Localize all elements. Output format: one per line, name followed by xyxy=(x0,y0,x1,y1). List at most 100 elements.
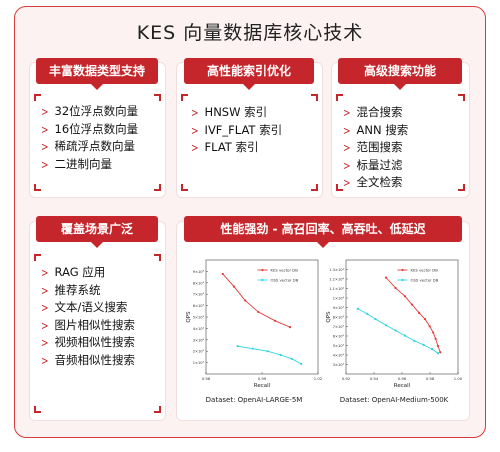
chevron-right-icon: > xyxy=(41,267,49,281)
chevron-right-icon: > xyxy=(191,124,199,138)
list-item-label: 全文检索 xyxy=(356,175,403,189)
legend-marker xyxy=(261,268,264,272)
list-item: > 文本/语义搜索 xyxy=(41,299,135,317)
legend-label: KES vector DB xyxy=(271,268,299,273)
chevron-right-icon: > xyxy=(41,302,49,316)
list-item: > 全文检索 xyxy=(343,174,408,192)
chart-right: 3×10³ 4×10³ 5×10³ 6×10³ 7×10³ 8×10³ 9×10³ 1×10⁴… xyxy=(324,252,464,412)
legend-label: OSS vector DB xyxy=(411,278,439,283)
data-point xyxy=(374,317,377,321)
y-tick-label: 6×10³ xyxy=(333,335,345,339)
data-point xyxy=(432,331,435,334)
list-item-label: 视频相似性搜索 xyxy=(54,335,136,349)
data-point xyxy=(428,325,431,328)
data-point xyxy=(413,339,416,342)
data-point xyxy=(273,319,277,322)
chevron-right-icon: > xyxy=(343,177,351,191)
y-tick-label: 1.2×10⁴ xyxy=(329,278,344,282)
x-axis-label: Recall xyxy=(254,383,271,389)
y-tick-label: 8×10³ xyxy=(333,316,345,320)
list-item-label: RAG 应用 xyxy=(54,265,106,279)
legend-marker xyxy=(261,278,264,282)
y-tick-label: 9×10³ xyxy=(193,270,205,274)
list-data-types: >32位浮点数向量 >16位浮点数向量 > 稀疏浮点数向量 > 二进制向量 xyxy=(41,103,138,173)
chevron-right-icon: > xyxy=(41,337,49,351)
header-performance: 性能强劲 - 高召回率、高吞吐、低延迟 xyxy=(184,216,462,248)
y-tick-label: 6×10³ xyxy=(193,304,205,308)
chart-right-svg: 3×10³ 4×10³ 5×10³ 6×10³ 7×10³ 8×10³ 9×10³ 1×10⁴… xyxy=(326,259,463,389)
y-tick-label: 7×10³ xyxy=(193,293,205,297)
list-item-label: 标量过滤 xyxy=(356,157,403,172)
header-search: 高级搜索功能 xyxy=(338,58,462,90)
list-item-label: 音频相似性搜索 xyxy=(54,352,136,367)
data-point xyxy=(423,317,427,321)
data-point xyxy=(232,285,236,288)
chevron-right-icon: > xyxy=(191,142,199,156)
legend-label: KES vector DB xyxy=(411,268,439,273)
list-item: > ANN 搜索 xyxy=(343,122,408,140)
plot-area xyxy=(205,259,319,375)
list-search: > 混合搜索 > ANN 搜索 > 范围搜索 > 标量过滤 > 全文检索 xyxy=(343,104,408,192)
data-point xyxy=(356,307,359,310)
data-point xyxy=(290,357,293,360)
chart-left-caption: Dataset: OpenAI-LARGE-5M xyxy=(205,396,303,404)
data-point xyxy=(417,311,421,314)
y-tick-label: 8×10³ xyxy=(193,281,205,285)
y-tick-label: 1.3×10⁴ xyxy=(329,268,344,272)
header-indexes: 高性能索引优化 xyxy=(184,58,314,90)
header-data-types: 丰富数据类型支持 xyxy=(36,58,158,90)
y-tick-label: 4×10³ xyxy=(333,354,345,358)
list-item: >16位浮点数向量 xyxy=(41,121,138,139)
data-point xyxy=(257,310,260,314)
chevron-right-icon: > xyxy=(41,158,49,172)
data-point xyxy=(384,324,388,327)
data-point xyxy=(279,353,282,357)
y-tick-label: 5×10³ xyxy=(193,316,205,320)
y-axis-label: QPS xyxy=(326,311,332,323)
y-tick-label: 2×10³ xyxy=(193,350,205,354)
legend-marker xyxy=(401,278,404,282)
x-tick-label: 0.96 xyxy=(202,376,211,381)
data-point xyxy=(221,272,224,276)
list-item: > RAG 应用 xyxy=(41,264,135,282)
y-axis-label: QPS xyxy=(186,311,192,323)
list-scenarios: > RAG 应用 > 推荐系统 > 文本/语义搜索 > 图片相似性搜索 > 视频相似性搜索 > 音频相… xyxy=(41,264,135,369)
y-tick-label: 3×10³ xyxy=(193,338,205,342)
list-item-label: 稀疏浮点数向量 xyxy=(54,139,136,153)
y-tick-label: 1×10⁴ xyxy=(333,297,345,301)
y-tick-label: 1×10³ xyxy=(193,361,205,365)
x-tick-label: 0.99 xyxy=(258,376,267,381)
data-point xyxy=(434,337,437,340)
chart-left-svg: 1×10³ 2×10³ 3×10³ 4×10³ 5×10³ 6×10³ 7×10³ 8×10³… xyxy=(186,259,323,389)
chevron-right-icon: > xyxy=(41,319,49,333)
y-tick-label: 3×10³ xyxy=(333,363,345,367)
list-item-label: IVF_FLAT 索引 xyxy=(204,122,283,137)
data-point xyxy=(403,334,407,337)
chart-left: 1×10³ 2×10³ 3×10³ 4×10³ 5×10³ 6×10³ 7×10³ 8×10³… xyxy=(184,252,324,412)
panel-scenarios xyxy=(30,222,165,420)
data-point xyxy=(394,286,397,290)
list-item: > IVF_FLAT 索引 xyxy=(191,122,282,140)
list-item-label: 推荐系统 xyxy=(54,282,101,297)
list-item: > 范围搜索 xyxy=(343,139,408,157)
data-point xyxy=(436,344,440,348)
list-item: > 稀疏浮点数向量 xyxy=(41,138,138,156)
list-item-label: 范围搜索 xyxy=(356,140,403,154)
chevron-right-icon: > xyxy=(41,354,49,368)
series-line-1 xyxy=(237,345,302,365)
legend-label: OSS vector DB xyxy=(271,278,299,283)
list-item-label: 文本/语义搜索 xyxy=(54,300,128,314)
y-tick-label: 5×10³ xyxy=(333,344,345,348)
list-item: > 音频相似性搜索 xyxy=(41,352,135,370)
x-tick-label: 1.00 xyxy=(454,376,463,381)
y-tick-label: 9×10³ xyxy=(333,306,345,310)
x-tick-label: 1.02 xyxy=(314,376,323,381)
y-tick-label: 1.1×10⁴ xyxy=(329,287,344,291)
chevron-right-icon: > xyxy=(191,107,199,121)
list-item: > FLAT 索引 xyxy=(191,139,282,157)
chevron-right-icon: > xyxy=(343,159,351,173)
chevron-right-icon: > xyxy=(343,124,351,138)
data-point xyxy=(439,351,442,354)
y-tick-label: 4×10³ xyxy=(193,327,205,331)
data-point xyxy=(300,362,303,365)
